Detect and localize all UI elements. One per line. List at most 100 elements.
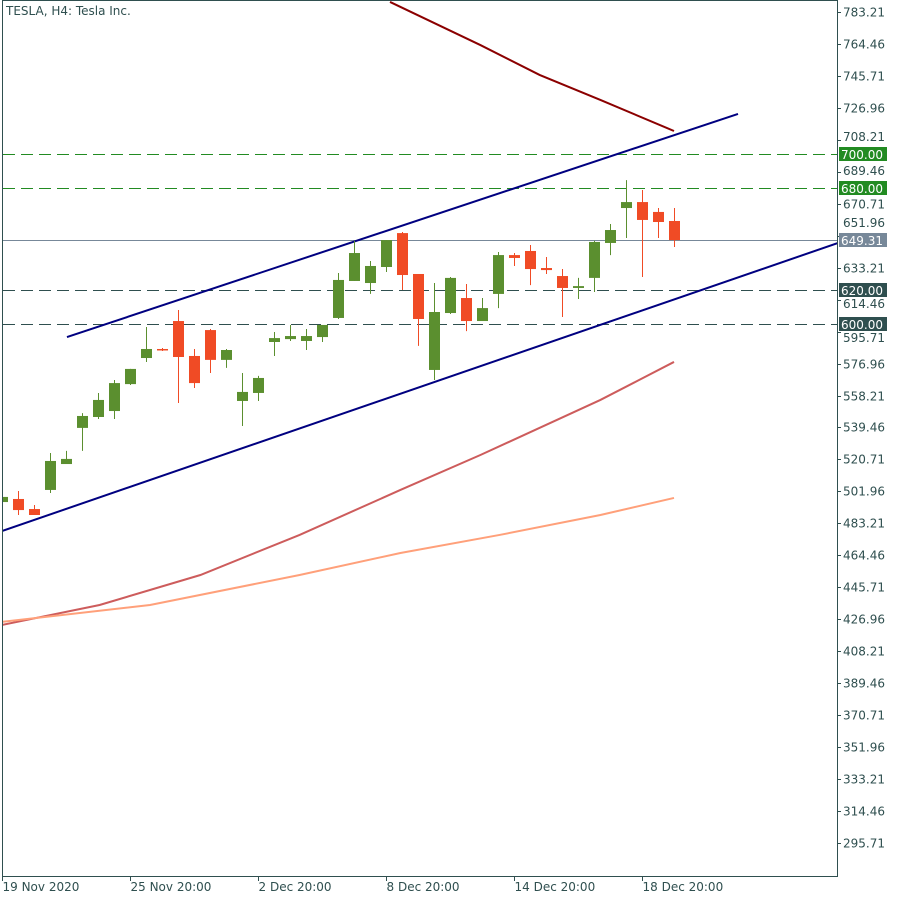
candle-body <box>509 255 520 258</box>
y-tick-label: 389.46 <box>843 677 885 691</box>
candle-body <box>317 324 328 338</box>
candle-40 <box>637 189 648 278</box>
candle-3 <box>45 452 56 494</box>
price-label: 680.00 <box>841 182 883 196</box>
y-tick-label: 726.96 <box>843 102 885 116</box>
y-tick-label: 539.46 <box>843 421 885 435</box>
candle-body <box>573 286 584 288</box>
candle-body <box>301 336 312 341</box>
price-label-box <box>839 283 887 297</box>
level-labels: 700.00 680.00 620.00 600.00 649.31 <box>839 147 887 332</box>
y-tick-label: 351.96 <box>843 741 885 755</box>
candle-37 <box>589 240 600 293</box>
y-tick-label: 595.71 <box>843 331 885 345</box>
candle-body <box>77 415 88 428</box>
channel-line-0 <box>66 112 739 339</box>
y-tick-label: 520.71 <box>843 453 885 467</box>
price-label-box <box>839 181 887 195</box>
y-tick-label: 333.21 <box>843 773 885 787</box>
candle-body <box>189 355 200 384</box>
candle-body <box>205 330 216 360</box>
candle-10 <box>157 347 168 352</box>
y-tick-label: 295.71 <box>843 837 885 851</box>
candle-body <box>493 255 504 294</box>
price-label: 700.00 <box>841 148 883 162</box>
y-tick-label: 745.71 <box>843 70 885 84</box>
candle-body <box>29 509 40 515</box>
candle-body <box>365 265 376 284</box>
chart-frame <box>2 0 838 877</box>
y-tick-label: 558.21 <box>843 390 885 404</box>
x-tick-label: 8 Dec 20:00 <box>387 880 460 894</box>
candle-29 <box>461 284 472 332</box>
y-tick-label: 783.21 <box>843 6 885 20</box>
candle-35 <box>557 269 568 317</box>
y-tick-label: 445.71 <box>843 581 885 595</box>
y-tick-label: 483.21 <box>843 517 885 531</box>
y-tick-label: 651.96 <box>843 216 885 230</box>
candle-8 <box>125 368 136 385</box>
price-label-box <box>839 233 887 247</box>
y-tick-label: 501.96 <box>843 485 885 499</box>
candle-7 <box>109 380 120 420</box>
y-tick-label: 614.46 <box>843 297 885 311</box>
candle-24 <box>381 240 392 272</box>
candle-30 <box>477 298 488 322</box>
candle-body <box>461 298 472 322</box>
candle-21 <box>333 272 344 319</box>
candle-body <box>445 277 456 314</box>
candle-body <box>333 279 344 318</box>
candle-4 <box>61 450 72 465</box>
candle-27 <box>429 283 440 381</box>
candle-body <box>397 233 408 276</box>
candle-body <box>669 220 680 241</box>
candle-34 <box>541 256 552 274</box>
moving-average-0 <box>389 1 675 132</box>
candle-body <box>125 368 136 385</box>
candle-28 <box>445 277 456 315</box>
y-tick-label: 633.21 <box>843 262 885 276</box>
candle-16 <box>253 375 264 401</box>
y-tick-label: 370.71 <box>843 709 885 723</box>
y-tick-label: 708.21 <box>843 130 885 144</box>
candle-32 <box>509 253 520 266</box>
candle-body <box>13 498 24 511</box>
moving-average-1 <box>3 361 675 626</box>
candle-body <box>653 211 664 223</box>
price-label-box <box>839 147 887 161</box>
candle-15 <box>237 373 248 427</box>
y-tick-label: 408.21 <box>843 645 885 659</box>
candle-41 <box>653 208 664 239</box>
plot-area <box>3 1 837 626</box>
candle-19 <box>301 329 312 351</box>
candle-body <box>429 312 440 370</box>
candle-body <box>541 268 552 271</box>
y-axis: 783.21 764.46 745.71 726.96 708.21 689.46 670.… <box>837 6 885 851</box>
candle-body <box>61 458 72 465</box>
candle-22 <box>349 240 360 281</box>
candle-18 <box>285 324 296 341</box>
candle-body <box>173 321 184 357</box>
candle-9 <box>141 326 152 362</box>
candle-36 <box>573 277 584 300</box>
candle-23 <box>365 261 376 294</box>
price-label-box <box>839 317 887 331</box>
candle-body <box>589 241 600 278</box>
moving-average-2 <box>3 496 675 623</box>
y-tick-label: 426.96 <box>843 613 885 627</box>
candle-body <box>269 338 280 342</box>
candle-42 <box>669 208 680 248</box>
candle-body <box>413 273 424 319</box>
candle-body <box>237 391 248 401</box>
y-tick-label: 576.96 <box>843 358 885 372</box>
candle-6 <box>93 392 104 420</box>
candle-body <box>109 383 120 412</box>
candle-body <box>637 202 648 220</box>
candle-12 <box>189 348 200 389</box>
candle-body <box>605 230 616 243</box>
candle-2 <box>29 504 40 515</box>
x-tick-label: 2 Dec 20:00 <box>259 880 332 894</box>
candle-25 <box>397 232 408 291</box>
candle-body <box>253 377 264 393</box>
candle-body <box>285 336 296 340</box>
